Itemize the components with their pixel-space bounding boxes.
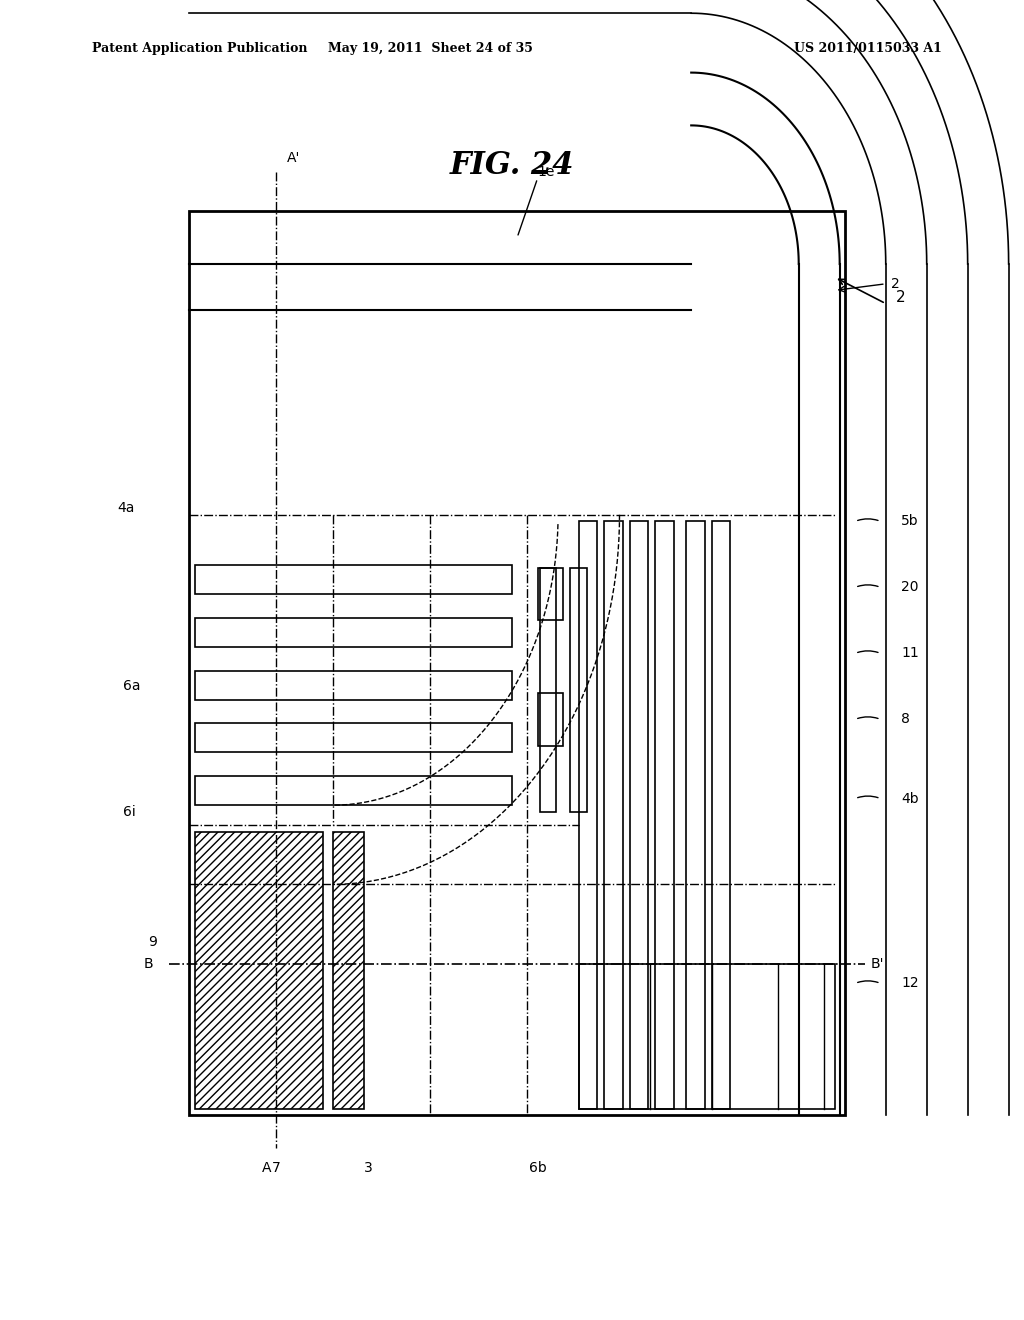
Bar: [579, 521, 597, 1109]
Bar: [538, 568, 563, 620]
Bar: [540, 568, 556, 812]
Text: FIG. 24: FIG. 24: [450, 149, 574, 181]
Text: 2: 2: [891, 277, 900, 290]
Text: B': B': [870, 957, 884, 970]
Text: A: A: [261, 1162, 271, 1175]
Bar: [195, 776, 512, 805]
Bar: [538, 693, 563, 746]
Text: 2: 2: [896, 289, 905, 305]
Text: 8: 8: [901, 713, 910, 726]
Text: 6i: 6i: [123, 805, 135, 818]
Text: Patent Application Publication: Patent Application Publication: [92, 42, 307, 55]
Text: 3: 3: [365, 1162, 373, 1175]
Text: 11: 11: [901, 647, 919, 660]
Text: 9: 9: [148, 936, 158, 949]
Bar: [712, 521, 730, 1109]
Bar: [333, 832, 364, 1109]
Bar: [189, 211, 845, 1115]
Text: 4b: 4b: [901, 792, 919, 805]
Bar: [630, 521, 648, 1109]
Text: 6b: 6b: [528, 1162, 547, 1175]
Bar: [195, 832, 323, 1109]
Text: B: B: [143, 957, 154, 970]
Text: 12: 12: [901, 977, 919, 990]
Bar: [195, 723, 512, 752]
Bar: [195, 565, 512, 594]
Bar: [686, 521, 705, 1109]
Text: 7: 7: [272, 1162, 281, 1175]
Text: 5b: 5b: [901, 515, 919, 528]
Text: A': A': [287, 152, 300, 165]
Text: 1e: 1e: [538, 165, 555, 178]
Text: 6a: 6a: [123, 680, 140, 693]
Bar: [655, 521, 674, 1109]
Text: US 2011/0115033 A1: US 2011/0115033 A1: [795, 42, 942, 55]
Bar: [579, 964, 835, 1109]
Bar: [570, 568, 587, 812]
Text: 20: 20: [901, 581, 919, 594]
Bar: [604, 521, 623, 1109]
Text: May 19, 2011  Sheet 24 of 35: May 19, 2011 Sheet 24 of 35: [328, 42, 532, 55]
Bar: [195, 671, 512, 700]
Bar: [195, 618, 512, 647]
Text: 4a: 4a: [118, 502, 135, 515]
